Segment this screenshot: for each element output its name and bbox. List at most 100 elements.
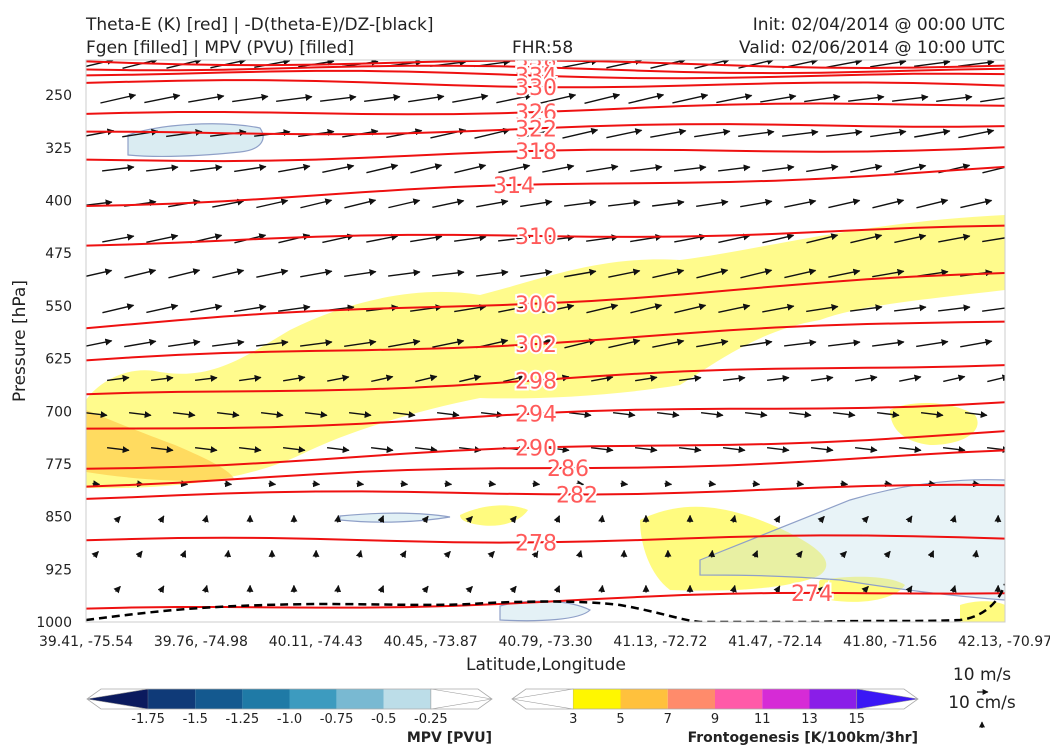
colorbar-tick-label: 15 (848, 712, 865, 727)
wind-vector (898, 446, 922, 454)
wind-vector (201, 514, 209, 523)
wind-vector (722, 374, 746, 382)
wind-vector (509, 585, 517, 594)
wind-vector (344, 198, 377, 209)
init-time: Init: 02/04/2014 @ 00:00 UTC (752, 15, 1005, 35)
wind-vector (762, 303, 795, 313)
wind-vector (254, 60, 291, 69)
wind-vector (234, 304, 267, 313)
y-tick-label: 475 (45, 246, 72, 262)
wind-vector (850, 163, 883, 173)
theta-e-contour-line (86, 401, 1005, 430)
wind-vector (936, 94, 973, 103)
wind-vector (421, 515, 429, 524)
wind-vector (840, 480, 849, 488)
wind-vector (628, 92, 665, 104)
wind-vector (150, 446, 174, 454)
wind-vector (474, 127, 511, 139)
x-axis-title: Latitude,Longitude (466, 655, 626, 675)
wind-vector (850, 233, 883, 244)
x-tick-label: 42.13, -70.97 (958, 634, 1050, 650)
colorbar-tick-label: -1.75 (131, 712, 165, 727)
wind-vector (344, 269, 377, 278)
wind-vector (894, 304, 927, 312)
wind-vector (839, 550, 847, 559)
wind-vector (782, 129, 819, 137)
wind-vector (708, 480, 717, 488)
wind-vector (135, 550, 143, 559)
wind-vector (540, 92, 577, 104)
wind-vector (476, 198, 509, 208)
wind-vector (620, 480, 629, 488)
y-tick-label: 550 (45, 299, 72, 315)
wind-vector (568, 411, 592, 419)
wind-vector (216, 411, 240, 419)
wind-vector (518, 60, 555, 68)
wind-vector (674, 164, 707, 172)
wind-vector (388, 198, 421, 209)
theta-e-contour-label: 306 (515, 293, 557, 318)
wind-vector (729, 584, 737, 593)
wind-vector (982, 237, 1005, 243)
theta-e-contour-label: 298 (515, 369, 557, 394)
wind-vector (987, 374, 1005, 383)
wind-vector (854, 446, 878, 454)
wind-vector (942, 446, 966, 454)
ref-vector-horizontal-label: 10 m/s (953, 665, 1011, 685)
theta-e-contour-label: 286 (547, 457, 589, 482)
wind-vector (982, 307, 1005, 312)
wind-vector (899, 374, 922, 382)
theta-e-contour-line (86, 79, 1005, 89)
y-tick-label: 700 (45, 404, 72, 420)
wind-vector (972, 549, 980, 558)
y-tick-label: 625 (45, 352, 72, 368)
wind-vector (496, 93, 533, 104)
wind-vector (650, 128, 687, 138)
theta-e-contour-line (86, 64, 1005, 75)
wind-vector (884, 480, 893, 488)
wind-vector (509, 515, 517, 524)
wind-vector (982, 166, 1005, 174)
wind-vector (410, 233, 443, 243)
wind-vector (784, 198, 817, 208)
wind-vector (576, 480, 585, 488)
colorbar-tick-label: 9 (711, 712, 719, 727)
wind-vector (553, 585, 561, 593)
theta-e-contour-label: 314 (493, 174, 535, 199)
wind-vector (855, 374, 878, 382)
wind-vector (210, 60, 247, 69)
wind-vector (542, 163, 575, 173)
wind-vector (729, 514, 737, 523)
wind-vector (740, 339, 773, 347)
wind-vector (172, 411, 196, 419)
wind-vector (102, 164, 135, 172)
theta-e-contour-line (86, 69, 1005, 80)
wind-vector (86, 338, 113, 347)
wind-vector (278, 163, 311, 173)
wind-vector (608, 338, 641, 349)
wind-vector (766, 446, 790, 454)
colorbar-swatch (856, 688, 919, 710)
wind-vector (414, 446, 438, 454)
wind-vector (773, 515, 781, 524)
wind-vector (635, 374, 658, 382)
wind-vector (421, 585, 429, 594)
wind-vector (260, 411, 284, 419)
wind-vector (107, 374, 130, 382)
wind-vector (810, 446, 834, 454)
title-line-2: Fgen [filled] | MPV (PVU) [filled] (86, 38, 355, 58)
wind-vector (679, 374, 702, 382)
wind-vector (920, 411, 944, 419)
colorbar-swatch (809, 689, 857, 709)
wind-vector (826, 60, 863, 68)
wind-vector (503, 374, 526, 383)
wind-vector (256, 339, 289, 347)
colorbar-swatch (148, 689, 196, 709)
colorbar-swatch (383, 689, 431, 709)
wind-vector (238, 446, 262, 454)
wind-vector (826, 129, 863, 137)
wind-vector (234, 164, 267, 173)
wind-vector (146, 233, 179, 244)
wind-vector (300, 339, 333, 347)
wind-vector (150, 374, 174, 382)
